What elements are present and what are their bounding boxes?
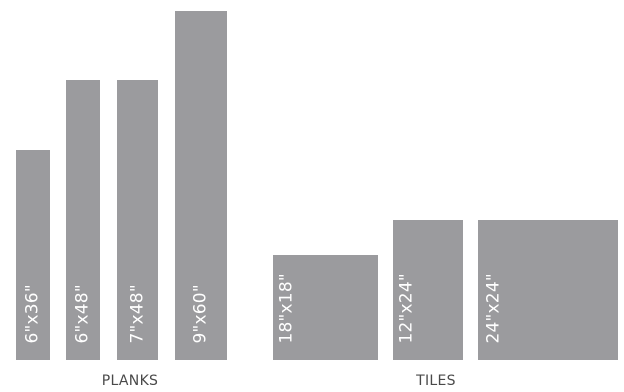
tile-12x24: 12"x24"	[393, 220, 463, 360]
planks-group-label: PLANKS	[101, 373, 159, 389]
tile-24x24: 24"x24"	[478, 220, 618, 360]
plank-6x36: 6"x36"	[16, 150, 50, 360]
plank-7x48-label: 7"x48"	[127, 284, 147, 344]
plank-6x48-label: 6"x48"	[72, 284, 93, 344]
tile-18x18: 18"x18"	[273, 255, 378, 360]
tile-18x18-label: 18"x18"	[276, 273, 297, 344]
plank-9x60-label: 9"x60"	[190, 284, 211, 344]
tile-12x24-label: 12"x24"	[396, 273, 417, 344]
plank-7x48: 7"x48"	[117, 80, 158, 360]
plank-6x36-label: 6"x36"	[22, 284, 43, 344]
plank-9x60: 9"x60"	[175, 11, 227, 360]
tiles-group-label: TILES	[416, 373, 456, 389]
plank-6x48: 6"x48"	[66, 80, 100, 360]
tile-24x24-label: 24"x24"	[483, 273, 504, 344]
